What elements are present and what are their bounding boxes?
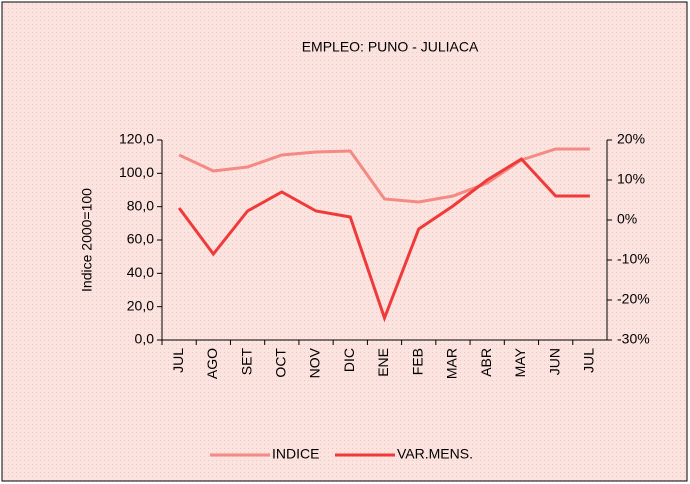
legend-label: VAR.MENS. <box>397 446 473 462</box>
x-tick-label: JUN <box>546 348 562 375</box>
x-tick-label: OCT <box>273 348 289 378</box>
y-tick-label: 120,0 <box>119 131 154 147</box>
y-tick-label: 0,0 <box>135 331 155 347</box>
x-tick-label: FEB <box>409 348 425 375</box>
x-tick-label: MAR <box>444 348 460 379</box>
x-tick-label: JUL <box>581 348 597 373</box>
y-tick-label: 80,0 <box>127 197 154 213</box>
y2-tick-label: 20% <box>617 131 645 147</box>
y2-tick-label: -10% <box>617 251 650 267</box>
y2-tick-label: 10% <box>617 171 645 187</box>
y-tick-label: 40,0 <box>127 264 154 280</box>
x-tick-label: SET <box>238 348 254 376</box>
y2-tick-label: -20% <box>617 291 650 307</box>
chart-title: EMPLEO: PUNO - JULIACA <box>302 39 479 55</box>
x-tick-label: AGO <box>204 348 220 379</box>
x-tick-label: ENE <box>375 348 391 377</box>
x-tick-label: ABR <box>478 348 494 377</box>
legend-label: INDICE <box>272 446 319 462</box>
x-tick-label: MAY <box>512 347 528 377</box>
y-tick-label: 100,0 <box>119 164 154 180</box>
x-tick-label: JUL <box>170 348 186 373</box>
y2-tick-label: -30% <box>617 331 650 347</box>
y-axis-label: Indice 2000=100 <box>79 188 95 292</box>
x-tick-label: NOV <box>307 347 323 378</box>
y-tick-label: 20,0 <box>127 297 154 313</box>
line-series <box>177 157 590 323</box>
x-tick-label: DIC <box>341 348 357 372</box>
y-tick-label: 60,0 <box>127 231 154 247</box>
y2-tick-label: 0% <box>617 211 637 227</box>
